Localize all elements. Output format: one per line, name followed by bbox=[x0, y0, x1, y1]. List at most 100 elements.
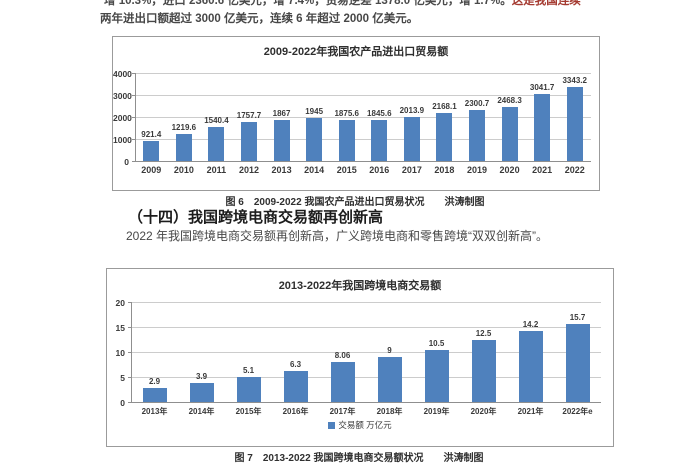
bar bbox=[534, 94, 551, 161]
figure7-legend-label: 交易额 万亿元 bbox=[338, 420, 392, 430]
x-axis-tick-label: 2013 bbox=[271, 165, 292, 175]
bar-value-label: 14.2 bbox=[522, 320, 539, 329]
x-axis-tick-label: 2021年 bbox=[517, 407, 544, 416]
bar bbox=[436, 113, 453, 161]
y-axis-tick-label: 1000 bbox=[113, 135, 132, 145]
x-axis-tick-label: 2015 bbox=[336, 165, 357, 175]
bar-value-label: 2168.1 bbox=[432, 102, 457, 112]
figure6-caption: 图 6 2009-2022 我国农产品进出口贸易状况 洪涛制图 bbox=[225, 197, 485, 208]
bar-value-label: 10.5 bbox=[428, 338, 445, 348]
gridline bbox=[135, 117, 591, 118]
bar bbox=[306, 118, 323, 161]
y-axis-line bbox=[135, 73, 136, 161]
x-axis-tick-label: 2019 bbox=[466, 165, 487, 175]
x-axis-tick-label: 2022年e bbox=[562, 407, 593, 416]
x-axis-tick-label: 2019年 bbox=[423, 407, 450, 416]
bar bbox=[330, 361, 355, 402]
gridline bbox=[135, 95, 591, 96]
y-axis-tick bbox=[132, 161, 135, 162]
bar bbox=[142, 387, 167, 402]
bar-value-label: 1867 bbox=[272, 108, 291, 118]
bar bbox=[175, 134, 192, 161]
figure7-chart-title: 2013-2022年我国跨境电商交易额 bbox=[278, 280, 442, 292]
x-axis-line bbox=[131, 402, 601, 403]
bar-value-label: 2013.9 bbox=[399, 105, 425, 115]
figure6-chart-title: 2009-2022年我国农产品进出口贸易额 bbox=[263, 46, 449, 58]
intro-line-2: 两年进出口额超过 3000 亿美元，连续 6 年超过 2000 亿美元。 bbox=[100, 13, 419, 25]
bar-value-label: 3041.7 bbox=[529, 83, 555, 93]
bar-value-label: 1875.6 bbox=[334, 108, 359, 118]
x-axis-tick-label: 2015年 bbox=[235, 407, 262, 416]
section-heading: （十四）我国跨境电商交易额再创新高 bbox=[128, 209, 384, 226]
bar-value-label: 8.06 bbox=[334, 350, 351, 360]
bar bbox=[189, 382, 214, 402]
x-axis-tick-label: 2014 bbox=[304, 165, 325, 175]
bar bbox=[566, 87, 583, 161]
bar-value-label: 3343.2 bbox=[562, 76, 587, 86]
x-axis-line bbox=[135, 161, 591, 162]
y-axis-tick-label: 0 bbox=[120, 398, 125, 408]
x-axis-tick-label: 2013年 bbox=[141, 407, 168, 416]
gridline bbox=[135, 73, 591, 74]
x-axis-tick-label: 2016 bbox=[369, 165, 390, 175]
gridline bbox=[131, 377, 601, 378]
x-axis-tick-label: 2016年 bbox=[282, 407, 309, 416]
gridline bbox=[131, 302, 601, 303]
bar bbox=[208, 127, 225, 161]
y-axis-tick bbox=[132, 139, 135, 140]
bar-value-label: 1845.6 bbox=[367, 109, 392, 119]
bar bbox=[403, 116, 420, 161]
y-axis-tick-label: 5 bbox=[120, 373, 125, 383]
y-axis-tick bbox=[128, 302, 131, 303]
x-axis-tick-label: 2014年 bbox=[188, 407, 215, 416]
y-axis-tick bbox=[132, 95, 135, 96]
intro-line-1-red: 这是我国连续 bbox=[511, 0, 581, 7]
bar-value-label: 2468.3 bbox=[497, 95, 522, 105]
section-paragraph: 2022 年我国跨境电商交易额再创新高，广义跨境电商和零售跨境“双双创新高”。 bbox=[126, 229, 549, 243]
y-axis-tick bbox=[128, 352, 131, 353]
x-axis-tick-label: 2009 bbox=[141, 165, 162, 175]
bar bbox=[518, 331, 543, 402]
intro-line-1: 增 10.3%，进口 2360.6 亿美元，增 7.4%，贸易逆差 1378.0… bbox=[104, 0, 581, 8]
figure6-chart: 2009-2022年我国农产品进出口贸易额 0 1000 2000 3000 4000 9… bbox=[112, 36, 600, 191]
bar-value-label: 2300.7 bbox=[464, 99, 490, 109]
bar-value-label: 12.5 bbox=[475, 328, 492, 338]
legend-swatch-icon bbox=[328, 422, 336, 429]
bar-value-label: 1219.6 bbox=[171, 123, 197, 133]
bar bbox=[565, 323, 590, 402]
gridline bbox=[131, 352, 601, 353]
y-axis-tick bbox=[128, 402, 131, 403]
bar-value-label: 1945 bbox=[305, 107, 324, 117]
bar-value-label: 6.3 bbox=[289, 359, 302, 369]
y-axis-tick-label: 4000 bbox=[113, 69, 132, 79]
x-axis-tick-label: 2011 bbox=[206, 165, 227, 175]
y-axis-tick bbox=[128, 377, 131, 378]
y-axis-tick bbox=[128, 327, 131, 328]
bar-value-label: 1540.4 bbox=[204, 116, 229, 126]
bar bbox=[241, 122, 257, 161]
x-axis-tick-label: 2018年 bbox=[376, 407, 403, 416]
bar-value-label: 5.1 bbox=[242, 365, 255, 375]
y-axis-tick bbox=[132, 73, 135, 74]
figure7-chart: 2013-2022年我国跨境电商交易额 交易额 万亿元 0 5 10 15 20 2.9 2… bbox=[106, 268, 614, 447]
figure7-caption: 图 7 2013-2022 我国跨境电商交易额状况 洪涛制图 bbox=[234, 453, 484, 464]
y-axis-tick-label: 20 bbox=[115, 298, 125, 308]
y-axis-tick-label: 15 bbox=[115, 323, 125, 333]
gridline bbox=[131, 327, 601, 328]
bar bbox=[371, 120, 388, 161]
bar bbox=[283, 370, 308, 402]
bar bbox=[377, 357, 402, 402]
bar-value-label: 1757.7 bbox=[236, 111, 262, 121]
x-axis-tick-label: 2012 bbox=[238, 165, 259, 175]
x-axis-tick-label: 2017 bbox=[401, 165, 422, 175]
intro-line-1-main: 增 10.3%，进口 2360.6 亿美元，增 7.4%，贸易逆差 1378.0… bbox=[104, 0, 512, 7]
x-axis-tick-label: 2021 bbox=[532, 165, 553, 175]
x-axis-tick-label: 2020 bbox=[499, 165, 520, 175]
bar-value-label: 15.7 bbox=[569, 312, 586, 322]
bar bbox=[236, 376, 261, 402]
y-axis-tick bbox=[132, 117, 135, 118]
x-axis-tick-label: 2022 bbox=[564, 165, 585, 175]
y-axis-tick-label: 3000 bbox=[113, 91, 132, 101]
y-axis-line bbox=[131, 302, 132, 402]
